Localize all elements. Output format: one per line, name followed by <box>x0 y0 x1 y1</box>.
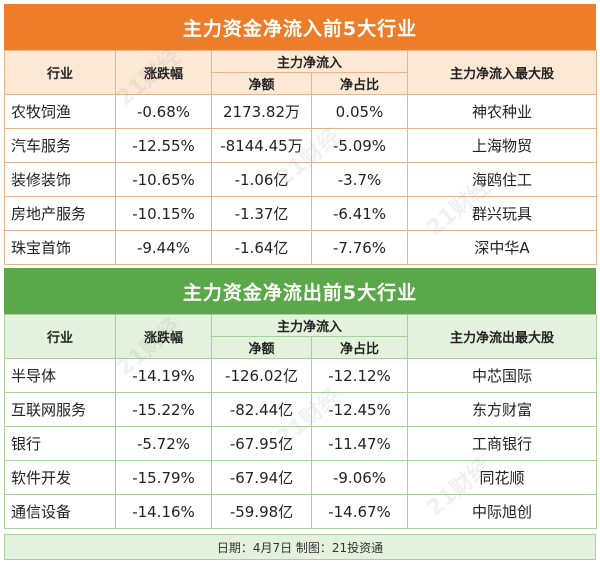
table-row: 互联网服务 -15.22% -82.44亿 -12.45% 东方财富 <box>4 392 598 427</box>
industry-cell: 农牧饲渔 <box>4 94 116 129</box>
amount-cell: -1.37亿 <box>211 196 312 231</box>
header-amount: 净额 <box>211 72 312 95</box>
ratio-cell: 0.05% <box>310 94 409 129</box>
stock-cell: 海鸥住工 <box>407 162 598 197</box>
header-industry: 行业 <box>4 314 116 359</box>
industry-cell: 半导体 <box>4 358 116 393</box>
table-row: 银行 -5.72% -67.95亿 -11.47% 工商银行 <box>4 426 598 461</box>
ratio-cell: -3.7% <box>310 162 409 197</box>
header-net-flow: 主力净流入 <box>210 314 409 337</box>
change-cell: -5.72% <box>115 426 212 461</box>
amount-cell: -82.44亿 <box>211 392 312 427</box>
change-cell: -14.19% <box>115 358 212 393</box>
change-cell: -12.55% <box>115 128 212 163</box>
change-cell: -9.44% <box>115 230 212 265</box>
table-row: 汽车服务 -12.55% -8144.45万 -5.09% 上海物贸 <box>4 128 598 163</box>
header-amount: 净额 <box>211 336 312 359</box>
table-row: 装修装饰 -10.65% -1.06亿 -3.7% 海鸥住工 <box>4 162 598 197</box>
amount-cell: -67.95亿 <box>211 426 312 461</box>
inflow-table: 行业 涨跌幅 主力净流入 主力净流入最大股 净额 净占比 农牧饲渔 -0.68%… <box>4 50 598 265</box>
change-cell: -10.15% <box>115 196 212 231</box>
stock-cell: 中际旭创 <box>407 494 598 529</box>
stock-cell: 东方财富 <box>407 392 598 427</box>
header-top-stock: 主力净流出最大股 <box>407 314 598 359</box>
header-ratio: 净占比 <box>310 72 409 95</box>
stock-cell: 工商银行 <box>407 426 598 461</box>
industry-cell: 房地产服务 <box>4 196 116 231</box>
header-top-stock: 主力净流入最大股 <box>407 50 598 95</box>
industry-cell: 互联网服务 <box>4 392 116 427</box>
amount-cell: 2173.82万 <box>211 94 312 129</box>
amount-cell: -67.94亿 <box>211 460 312 495</box>
ratio-cell: -6.41% <box>310 196 409 231</box>
change-cell: -14.16% <box>115 494 212 529</box>
industry-cell: 软件开发 <box>4 460 116 495</box>
outflow-section: 主力资金净流出前5大行业 行业 涨跌幅 主力净流入 主力净流出最大股 净额 净占… <box>4 268 598 532</box>
inflow-section: 主力资金净流入前5大行业 行业 涨跌幅 主力净流入 主力净流入最大股 净额 净占… <box>4 4 598 266</box>
change-cell: -10.65% <box>115 162 212 197</box>
ratio-cell: -12.12% <box>310 358 409 393</box>
header-change: 涨跌幅 <box>115 314 212 359</box>
outflow-title: 主力资金净流出前5大行业 <box>4 268 596 314</box>
ratio-cell: -11.47% <box>310 426 409 461</box>
ratio-cell: -7.76% <box>310 230 409 265</box>
stock-cell: 群兴玩具 <box>407 196 598 231</box>
ratio-cell: -5.09% <box>310 128 409 163</box>
change-cell: -0.68% <box>115 94 212 129</box>
industry-cell: 珠宝首饰 <box>4 230 116 265</box>
amount-cell: -8144.45万 <box>211 128 312 163</box>
header-change: 涨跌幅 <box>115 50 212 95</box>
industry-cell: 汽车服务 <box>4 128 116 163</box>
table-row: 半导体 -14.19% -126.02亿 -12.12% 中芯国际 <box>4 358 598 393</box>
outflow-table: 行业 涨跌幅 主力净流入 主力净流出最大股 净额 净占比 半导体 -14.19%… <box>4 314 598 529</box>
amount-cell: -1.06亿 <box>211 162 312 197</box>
inflow-title: 主力资金净流入前5大行业 <box>4 4 596 50</box>
ratio-cell: -9.06% <box>310 460 409 495</box>
stock-cell: 中芯国际 <box>407 358 598 393</box>
amount-cell: -126.02亿 <box>211 358 312 393</box>
header-industry: 行业 <box>4 50 116 95</box>
stock-cell: 深中华A <box>407 230 598 265</box>
industry-cell: 银行 <box>4 426 116 461</box>
change-cell: -15.79% <box>115 460 212 495</box>
stock-cell: 神农种业 <box>407 94 598 129</box>
table-row: 房地产服务 -10.15% -1.37亿 -6.41% 群兴玩具 <box>4 196 598 231</box>
footer-caption: 日期：4月7日 制图：21投资通 <box>4 534 596 560</box>
ratio-cell: -12.45% <box>310 392 409 427</box>
ratio-cell: -14.67% <box>310 494 409 529</box>
amount-cell: -59.98亿 <box>211 494 312 529</box>
stock-cell: 同花顺 <box>407 460 598 495</box>
table-row: 珠宝首饰 -9.44% -1.64亿 -7.76% 深中华A <box>4 230 598 265</box>
header-ratio: 净占比 <box>310 336 409 359</box>
header-net-flow: 主力净流入 <box>210 50 409 73</box>
change-cell: -15.22% <box>115 392 212 427</box>
table-row: 农牧饲渔 -0.68% 2173.82万 0.05% 神农种业 <box>4 94 598 129</box>
industry-cell: 装修装饰 <box>4 162 116 197</box>
table-row: 通信设备 -14.16% -59.98亿 -14.67% 中际旭创 <box>4 494 598 529</box>
amount-cell: -1.64亿 <box>211 230 312 265</box>
stock-cell: 上海物贸 <box>407 128 598 163</box>
industry-cell: 通信设备 <box>4 494 116 529</box>
table-row: 软件开发 -15.79% -67.94亿 -9.06% 同花顺 <box>4 460 598 495</box>
